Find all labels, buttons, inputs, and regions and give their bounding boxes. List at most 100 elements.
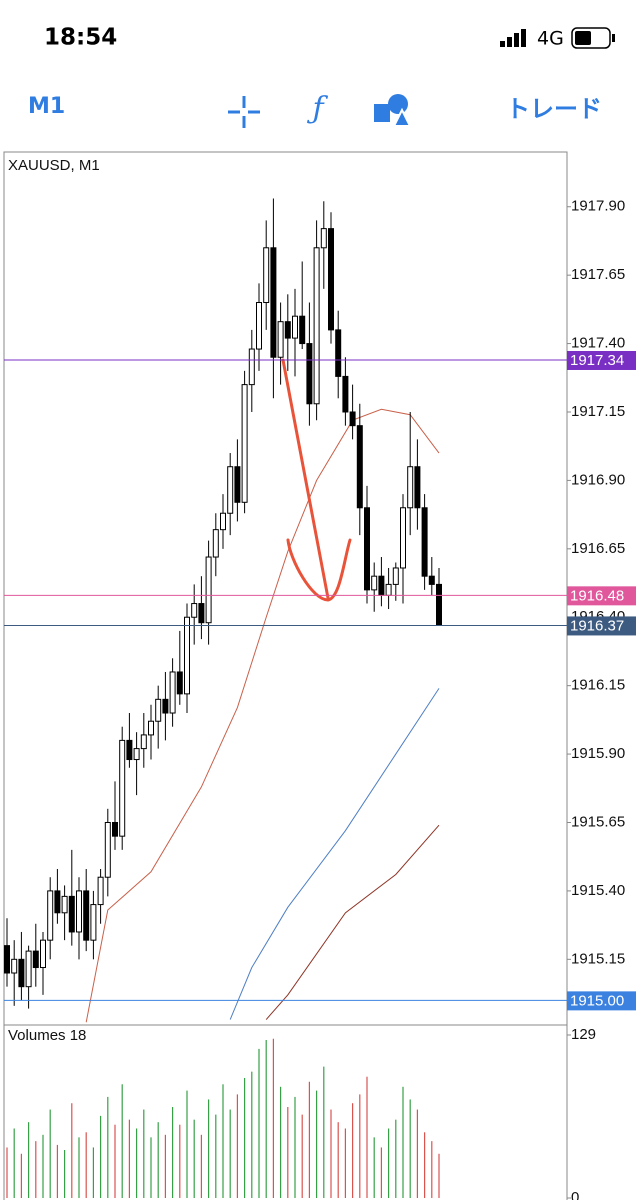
candle-body <box>205 556 212 624</box>
crosshair-button[interactable] <box>228 96 260 128</box>
candle-body <box>364 507 370 591</box>
y-tick-label: 1916.90 <box>571 471 625 488</box>
moving-average <box>85 408 440 1023</box>
candle-body <box>328 228 334 331</box>
candle-body <box>248 348 255 386</box>
candle-body <box>133 748 140 761</box>
volume-tick-label: 129 <box>571 1026 596 1043</box>
price-label-bg <box>567 586 636 606</box>
candle-body <box>385 583 392 596</box>
candle-body <box>241 384 248 503</box>
trade-button[interactable]: トレード <box>506 95 602 123</box>
y-tick-label: 1917.65 <box>571 266 625 283</box>
y-tick-label: 1916.15 <box>571 677 625 694</box>
price-lines: 1917.34 1916.48 1916.37 1915.00 <box>4 350 636 1011</box>
y-tick-label: 1917.40 <box>571 335 625 352</box>
candle-body <box>184 616 190 695</box>
candle-body <box>90 904 97 941</box>
price-label-bg <box>567 350 636 370</box>
candle-body <box>306 343 313 405</box>
candle-body <box>104 821 111 878</box>
candle-body <box>428 575 435 585</box>
indicator-button[interactable]: ƒ <box>306 91 328 126</box>
candle-body <box>68 895 75 933</box>
volume-title: Volumes 18 <box>8 1027 86 1044</box>
y-tick-label: 1917.90 <box>571 198 625 215</box>
price-label-bg <box>567 991 636 1011</box>
y-tick-label: 1915.40 <box>571 882 625 899</box>
chart-title: XAUUSD, M1 <box>8 157 100 174</box>
candle-body <box>356 425 363 509</box>
moving-average <box>265 824 440 1020</box>
price-label-bg <box>567 616 636 636</box>
network: 4G <box>537 28 564 50</box>
signal-icon <box>500 29 526 47</box>
price-axis: 1917.90 1917.65 1917.40 1917.15 1916.90 1916.… <box>567 198 625 967</box>
objects-button[interactable] <box>374 94 412 127</box>
volume-tick-label: 0 <box>571 1189 579 1200</box>
candle-body <box>313 247 320 405</box>
indicators <box>85 408 440 1023</box>
candle-body <box>436 583 442 626</box>
candles <box>4 198 442 1009</box>
y-tick-label: 1915.65 <box>571 813 625 830</box>
candle-body <box>227 466 234 514</box>
candle-body <box>256 302 262 350</box>
volume-pane: Volumes 18 129 0 <box>6 1026 596 1204</box>
candle-body <box>119 739 126 837</box>
candle-body <box>97 876 104 906</box>
y-tick-label: 1915.15 <box>571 950 625 967</box>
price-label: 1916.48 <box>570 587 624 604</box>
candle-body <box>18 958 25 988</box>
candle-body <box>4 945 10 974</box>
time: 18:54 <box>44 25 117 51</box>
annotation-arrow <box>281 358 352 602</box>
candle-body <box>169 671 176 714</box>
candle-body <box>277 321 284 358</box>
candle-body <box>32 950 39 969</box>
candle-body <box>76 890 82 933</box>
price-label: 1916.37 <box>570 617 624 634</box>
candle-body <box>414 466 421 509</box>
candle-body <box>234 466 241 503</box>
candle-body <box>212 529 219 558</box>
chart-frame <box>3 151 568 1204</box>
candle-body <box>320 228 327 249</box>
candle-body <box>61 895 68 914</box>
candle-body <box>299 315 306 345</box>
candle-body <box>40 939 46 969</box>
candle-body <box>349 411 356 427</box>
timeframe-button[interactable]: M1 <box>28 94 65 119</box>
candle-body <box>292 315 298 339</box>
candle-body <box>47 890 54 941</box>
candle-body <box>392 567 399 585</box>
candle-body <box>11 958 18 974</box>
candle-body <box>400 507 406 569</box>
candle-body <box>335 329 342 377</box>
candle-body <box>342 375 349 413</box>
candle-body <box>176 671 183 695</box>
candle-body <box>162 698 169 714</box>
candle-body <box>83 890 90 941</box>
moving-average <box>229 688 440 1020</box>
candle-body <box>191 603 198 618</box>
price-label: 1915.00 <box>570 992 624 1009</box>
candle-body <box>25 950 32 988</box>
candle-body <box>421 507 428 577</box>
candle-body <box>407 466 414 509</box>
price-label: 1917.34 <box>570 352 624 369</box>
candle-body <box>378 575 385 596</box>
candle-body <box>155 698 162 722</box>
y-tick-label: 1916.65 <box>571 540 625 557</box>
candle-body <box>112 821 118 837</box>
candle-body <box>126 739 133 761</box>
candle-body <box>270 247 277 358</box>
candle-body <box>220 512 226 531</box>
y-tick-label: 1915.90 <box>571 745 625 762</box>
candle-body <box>284 321 291 339</box>
candle-body <box>198 603 205 624</box>
candle-body <box>148 720 154 736</box>
battery-icon <box>571 27 615 49</box>
